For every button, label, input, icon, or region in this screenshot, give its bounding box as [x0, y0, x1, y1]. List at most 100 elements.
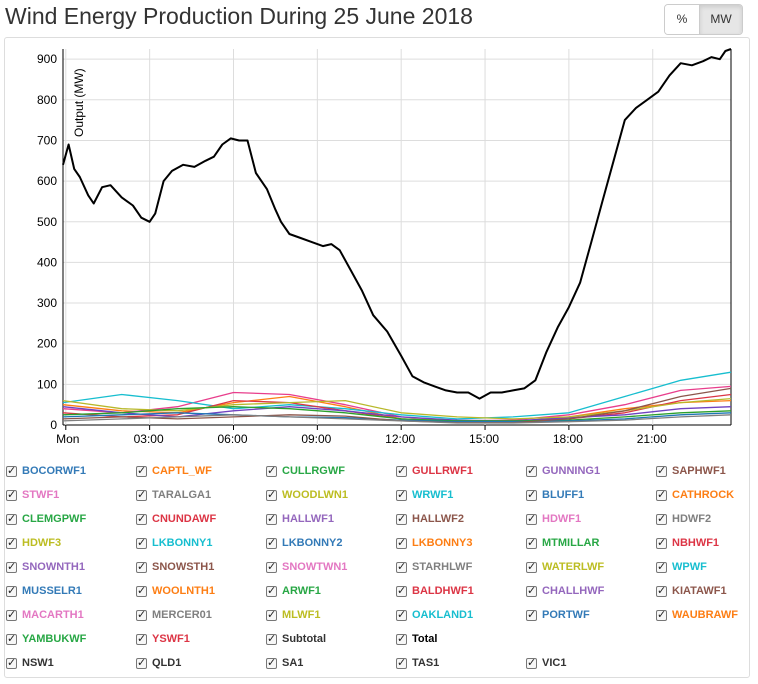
legend-checkbox[interactable] [6, 464, 17, 477]
legend-checkbox[interactable] [526, 656, 537, 669]
legend-checkbox[interactable] [136, 536, 147, 549]
legend-checkbox[interactable] [656, 512, 667, 525]
legend-checkbox[interactable] [266, 584, 277, 597]
legend-checkbox[interactable] [266, 488, 277, 501]
legend-checkbox[interactable] [656, 584, 667, 597]
legend-item-snowsth1[interactable]: SNOWSTH1 [136, 557, 214, 577]
legend-checkbox[interactable] [266, 536, 277, 549]
legend-checkbox[interactable] [526, 464, 537, 477]
legend-checkbox[interactable] [396, 536, 407, 549]
legend-item-hallwf2[interactable]: HALLWF2 [396, 509, 464, 529]
legend-checkbox[interactable] [266, 632, 277, 645]
legend-checkbox[interactable] [136, 608, 147, 621]
legend-item-macarth1[interactable]: MACARTH1 [6, 605, 84, 625]
legend-item-mtmillar[interactable]: MTMILLAR [526, 533, 599, 553]
legend-item-taralga1[interactable]: TARALGA1 [136, 485, 211, 505]
legend-checkbox[interactable] [656, 464, 667, 477]
legend-item-hallwf1[interactable]: HALLWF1 [266, 509, 334, 529]
legend-item-qld1[interactable]: QLD1 [136, 653, 181, 673]
legend-checkbox[interactable] [396, 632, 407, 645]
legend-checkbox[interactable] [266, 512, 277, 525]
legend-item-subtotal[interactable]: Subtotal [266, 629, 326, 649]
legend-checkbox[interactable] [526, 536, 537, 549]
legend-checkbox[interactable] [136, 560, 147, 573]
legend-item-gunning1[interactable]: GUNNING1 [526, 461, 600, 481]
legend-item-kiatawf1[interactable]: KIATAWF1 [656, 581, 727, 601]
legend-checkbox[interactable] [6, 584, 17, 597]
legend-item-starhlwf[interactable]: STARHLWF [396, 557, 472, 577]
legend-checkbox[interactable] [136, 512, 147, 525]
legend-item-woolnth1[interactable]: WOOLNTH1 [136, 581, 215, 601]
legend-checkbox[interactable] [656, 608, 667, 621]
legend-item-wrwf1[interactable]: WRWF1 [396, 485, 453, 505]
legend-item-lkbonny1[interactable]: LKBONNY1 [136, 533, 213, 553]
legend-item-hdwf2[interactable]: HDWF2 [656, 509, 711, 529]
legend-item-oakland1[interactable]: OAKLAND1 [396, 605, 473, 625]
legend-item-woodlwn1[interactable]: WOODLWN1 [266, 485, 348, 505]
legend-checkbox[interactable] [6, 656, 17, 669]
legend-item-cathrock[interactable]: CATHROCK [656, 485, 734, 505]
mw-button[interactable]: MW [699, 5, 742, 34]
legend-checkbox[interactable] [6, 488, 17, 501]
legend-item-arwf1[interactable]: ARWF1 [266, 581, 321, 601]
legend-item-nsw1[interactable]: NSW1 [6, 653, 54, 673]
legend-checkbox[interactable] [526, 608, 537, 621]
legend-item-yambukwf[interactable]: YAMBUKWF [6, 629, 86, 649]
legend-item-stwf1[interactable]: STWF1 [6, 485, 59, 505]
legend-checkbox[interactable] [266, 560, 277, 573]
legend-item-sa1[interactable]: SA1 [266, 653, 303, 673]
legend-checkbox[interactable] [136, 584, 147, 597]
legend-checkbox[interactable] [6, 608, 17, 621]
legend-item-nbhwf1[interactable]: NBHWF1 [656, 533, 719, 553]
legend-item-waubrawf[interactable]: WAUBRAWF [656, 605, 738, 625]
legend-item-waterlwf[interactable]: WATERLWF [526, 557, 604, 577]
legend-checkbox[interactable] [136, 464, 147, 477]
legend-item-challhwf[interactable]: CHALLHWF [526, 581, 604, 601]
legend-checkbox[interactable] [656, 536, 667, 549]
legend-item-bocorwf1[interactable]: BOCORWF1 [6, 461, 86, 481]
legend-item-snowtwn1[interactable]: SNOWTWN1 [266, 557, 347, 577]
legend-checkbox[interactable] [6, 536, 17, 549]
legend-checkbox[interactable] [526, 488, 537, 501]
legend-item-vic1[interactable]: VIC1 [526, 653, 566, 673]
legend-item-lkbonny2[interactable]: LKBONNY2 [266, 533, 343, 553]
legend-checkbox[interactable] [396, 560, 407, 573]
legend-checkbox[interactable] [656, 560, 667, 573]
legend-checkbox[interactable] [266, 608, 277, 621]
legend-checkbox[interactable] [526, 512, 537, 525]
legend-item-baldhwf1[interactable]: BALDHWF1 [396, 581, 474, 601]
legend-checkbox[interactable] [266, 464, 277, 477]
legend-item-hdwf3[interactable]: HDWF3 [6, 533, 61, 553]
legend-checkbox[interactable] [136, 632, 147, 645]
legend-item-lkbonny3[interactable]: LKBONNY3 [396, 533, 473, 553]
legend-checkbox[interactable] [6, 632, 17, 645]
legend-checkbox[interactable] [656, 488, 667, 501]
legend-checkbox[interactable] [6, 560, 17, 573]
legend-item-cnundawf[interactable]: CNUNDAWF [136, 509, 216, 529]
legend-item-gullrwf1[interactable]: GULLRWF1 [396, 461, 473, 481]
legend-checkbox[interactable] [396, 488, 407, 501]
legend-item-mlwf1[interactable]: MLWF1 [266, 605, 321, 625]
legend-checkbox[interactable] [266, 656, 277, 669]
legend-item-cullrgwf[interactable]: CULLRGWF [266, 461, 345, 481]
legend-item-tas1[interactable]: TAS1 [396, 653, 439, 673]
legend-item-saphwf1[interactable]: SAPHWF1 [656, 461, 726, 481]
legend-checkbox[interactable] [396, 584, 407, 597]
legend-checkbox[interactable] [526, 560, 537, 573]
percent-button[interactable]: % [665, 5, 699, 34]
legend-checkbox[interactable] [136, 656, 147, 669]
legend-item-yswf1[interactable]: YSWF1 [136, 629, 190, 649]
legend-item-bluff1[interactable]: BLUFF1 [526, 485, 584, 505]
legend-checkbox[interactable] [396, 656, 407, 669]
legend-item-musselr1[interactable]: MUSSELR1 [6, 581, 82, 601]
legend-checkbox[interactable] [6, 512, 17, 525]
legend-checkbox[interactable] [396, 512, 407, 525]
legend-item-captl-wf[interactable]: CAPTL_WF [136, 461, 212, 481]
legend-item-portwf[interactable]: PORTWF [526, 605, 590, 625]
legend-checkbox[interactable] [526, 584, 537, 597]
legend-item-clemgpwf[interactable]: CLEMGPWF [6, 509, 86, 529]
legend-item-wpwf[interactable]: WPWF [656, 557, 707, 577]
legend-item-snownth1[interactable]: SNOWNTH1 [6, 557, 85, 577]
legend-item-mercer01[interactable]: MERCER01 [136, 605, 212, 625]
legend-item-total[interactable]: Total [396, 629, 437, 649]
